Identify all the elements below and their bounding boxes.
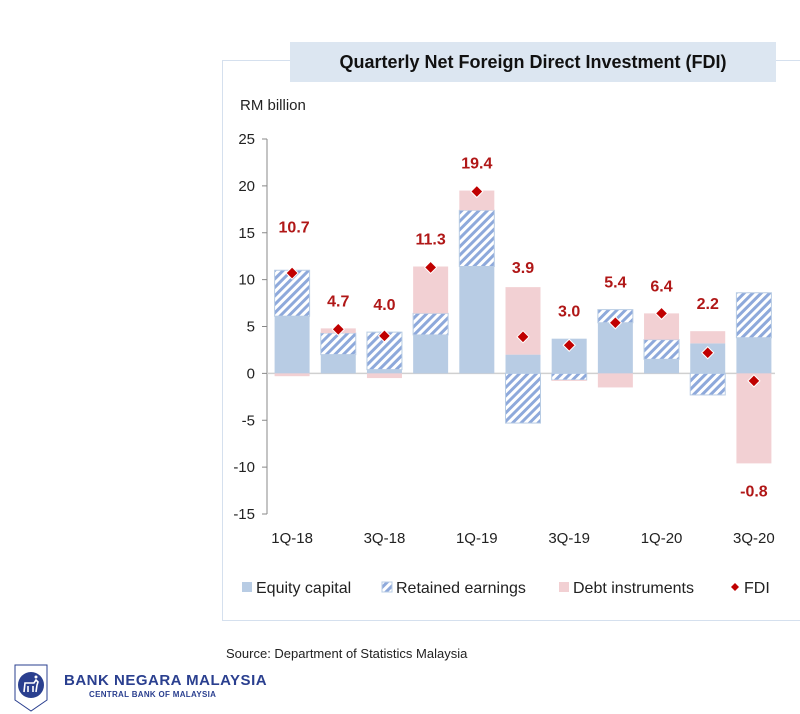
fdi-data-label: -0.8 xyxy=(740,483,768,500)
fdi-marker xyxy=(608,316,623,330)
debt-instruments-bar xyxy=(413,266,449,314)
fdi-marker xyxy=(377,329,392,343)
y-tick-label: 20 xyxy=(238,178,255,195)
retained-earnings-bar xyxy=(412,312,449,336)
fdi-marker xyxy=(747,374,761,388)
fdi-data-label: 3.0 xyxy=(558,304,580,321)
equity-capital-bar xyxy=(413,334,449,374)
fdi-marker xyxy=(562,338,576,352)
equity-capital-bar xyxy=(597,322,633,374)
fdi-marker xyxy=(701,346,715,360)
bank-name: BANK NEGARA MALAYSIA xyxy=(64,672,268,689)
x-tick-label: 3Q-19 xyxy=(548,530,590,547)
fdi-marker xyxy=(331,322,345,337)
retained-earnings-bar xyxy=(551,372,588,381)
x-tick-label: 1Q-20 xyxy=(641,530,683,547)
debt-instruments-bar xyxy=(366,373,402,379)
debt-instruments-bar xyxy=(736,373,772,464)
equity-capital-bar xyxy=(459,266,495,374)
y-tick-label: 5 xyxy=(247,319,255,336)
bank-logo-icon xyxy=(14,664,48,712)
legend-label-retained-earnings: Retained earnings xyxy=(396,580,526,597)
x-tick-label: 3Q-18 xyxy=(364,530,406,547)
retained-earnings-bar xyxy=(735,292,772,339)
x-tick-label: 1Q-18 xyxy=(271,530,313,547)
legend-label-equity-capital: Equity capital xyxy=(256,580,351,597)
debt-instruments-bar xyxy=(274,373,310,377)
y-tick-label: -5 xyxy=(242,412,255,429)
debt-instruments-bar xyxy=(597,373,633,388)
y-tick-label: -15 xyxy=(233,506,255,523)
retained-earnings-bar xyxy=(643,339,680,360)
fdi-marker xyxy=(654,306,669,321)
fdi-data-label: 6.4 xyxy=(650,278,672,295)
debt-instruments-bar xyxy=(505,287,541,355)
retained-earnings-bar xyxy=(320,332,357,356)
x-tick-label: 1Q-19 xyxy=(456,530,498,547)
retained-earnings-bar xyxy=(689,372,726,396)
fdi-data-label: 2.2 xyxy=(697,296,719,313)
legend-swatch-fdi xyxy=(731,583,739,591)
equity-capital-bar xyxy=(366,369,402,374)
equity-capital-bar xyxy=(274,316,310,374)
fdi-marker xyxy=(285,266,299,280)
fdi-data-label: 10.7 xyxy=(279,219,310,236)
debt-instruments-bar xyxy=(551,379,587,381)
y-tick-label: 15 xyxy=(238,225,255,242)
equity-capital-bar xyxy=(644,359,680,374)
debt-instruments-bar xyxy=(690,331,726,344)
y-tick-label: 10 xyxy=(238,272,255,289)
equity-capital-bar xyxy=(736,337,772,374)
retained-earnings-bar xyxy=(274,269,311,317)
x-tick-label: 3Q-20 xyxy=(733,530,775,547)
debt-instruments-bar xyxy=(459,190,495,211)
fdi-data-label: 3.9 xyxy=(512,260,534,277)
legend-swatch-equity-capital xyxy=(242,582,252,592)
source-note: Source: Department of Statistics Malaysi… xyxy=(226,646,468,661)
fdi-marker xyxy=(423,260,438,275)
chart-title: Quarterly Net Foreign Direct Investment … xyxy=(290,42,776,82)
fdi-data-label: 4.0 xyxy=(373,297,395,314)
fdi-data-label: 5.4 xyxy=(604,275,626,292)
y-tick-label: -10 xyxy=(233,459,255,476)
equity-capital-bar xyxy=(320,354,356,374)
legend-label-fdi: FDI xyxy=(744,580,770,597)
y-tick-label: 0 xyxy=(247,365,255,382)
fdi-data-label: 11.3 xyxy=(416,232,446,249)
y-tick-label: 25 xyxy=(238,131,255,148)
legend-label-debt-instruments: Debt instruments xyxy=(573,580,694,597)
fdi-marker xyxy=(470,184,484,199)
bank-subtitle: CENTRAL BANK OF MALAYSIA xyxy=(89,690,217,699)
legend-swatch-retained-earnings xyxy=(381,581,393,593)
retained-earnings-bar xyxy=(505,372,541,424)
fdi-data-label: 4.7 xyxy=(327,293,349,310)
retained-earnings-bar xyxy=(458,209,495,267)
fdi-marker xyxy=(516,330,530,344)
legend-swatch-debt-instruments xyxy=(559,582,569,592)
fdi-data-label: 19.4 xyxy=(461,156,492,173)
equity-capital-bar xyxy=(505,354,541,374)
y-axis-unit-label: RM billion xyxy=(240,97,306,114)
